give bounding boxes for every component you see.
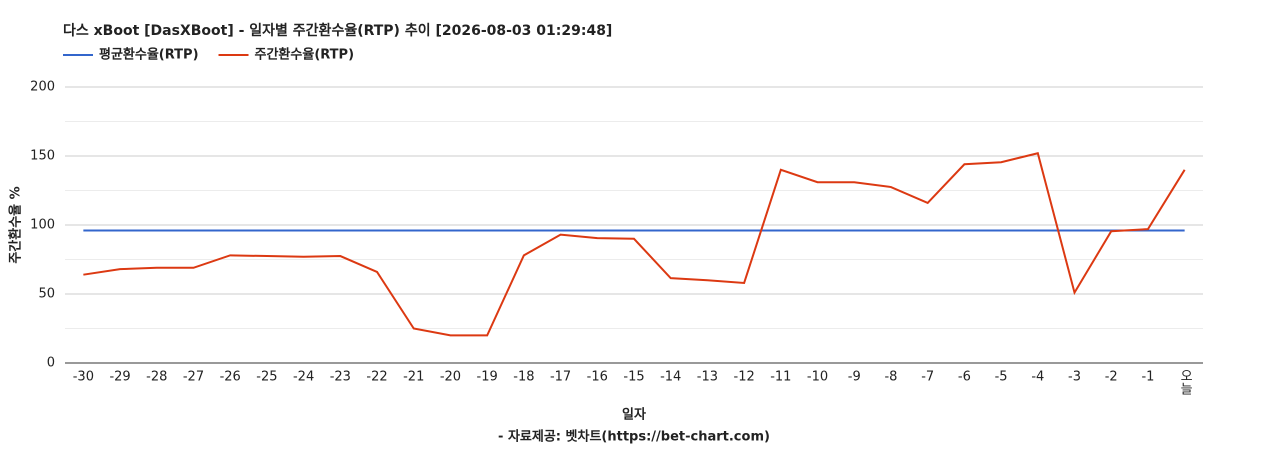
x-tick-label: -24 [293, 370, 314, 385]
x-tick-label: -23 [330, 370, 351, 385]
x-tick-label: -2 [1105, 370, 1118, 385]
x-tick-label: 오늘 [1177, 369, 1192, 395]
x-axis-title: 일자 [622, 408, 646, 423]
y-axis-title: 주간환수율 % [8, 186, 24, 263]
x-tick-label: -11 [770, 370, 791, 385]
x-tick-label: -1 [1141, 370, 1154, 385]
x-tick-label: -7 [921, 370, 934, 385]
x-tick-label: -14 [660, 370, 681, 385]
legend-label: 주간환수율(RTP) [255, 47, 355, 63]
x-tick-label: -25 [256, 370, 277, 385]
x-tick-label: -17 [550, 370, 571, 385]
y-tick-label: 200 [30, 80, 55, 95]
chart-title: 다스 xBoot [DasXBoot] - 일자별 주간환수율(RTP) 추이 … [63, 22, 612, 39]
x-tick-label: -16 [587, 370, 608, 385]
x-tick-label: -15 [623, 370, 644, 385]
x-tick-label: -30 [73, 370, 94, 385]
x-tick-label: -12 [734, 370, 755, 385]
x-tick-label: -4 [1031, 370, 1044, 385]
x-tick-label: -27 [183, 370, 204, 385]
x-tick-label: -29 [109, 370, 130, 385]
x-tick-label: -3 [1068, 370, 1081, 385]
y-tick-label: 0 [47, 356, 55, 371]
x-tick-label: -6 [958, 370, 971, 385]
x-tick-label: -5 [995, 370, 1008, 385]
x-tick-label: -13 [697, 370, 718, 385]
y-tick-label: 100 [30, 218, 55, 233]
source-note: - 자료제공: 벳차트(https://bet-chart.com) [498, 429, 770, 445]
x-tick-label: -18 [513, 370, 534, 385]
x-tick-label: -22 [366, 370, 387, 385]
y-tick-label: 150 [30, 149, 55, 164]
x-tick-label: -19 [477, 370, 498, 385]
y-tick-label: 50 [38, 287, 55, 302]
x-tick-label: -26 [220, 370, 241, 385]
x-tick-label: -20 [440, 370, 461, 385]
x-tick-label: -10 [807, 370, 828, 385]
x-tick-label: -21 [403, 370, 424, 385]
series-line [83, 152, 1186, 337]
x-tick-label: -28 [146, 370, 167, 385]
x-tick-label: -9 [848, 370, 861, 385]
x-tick-label: -8 [884, 370, 897, 385]
legend-label: 평균환수율(RTP) [99, 47, 199, 63]
